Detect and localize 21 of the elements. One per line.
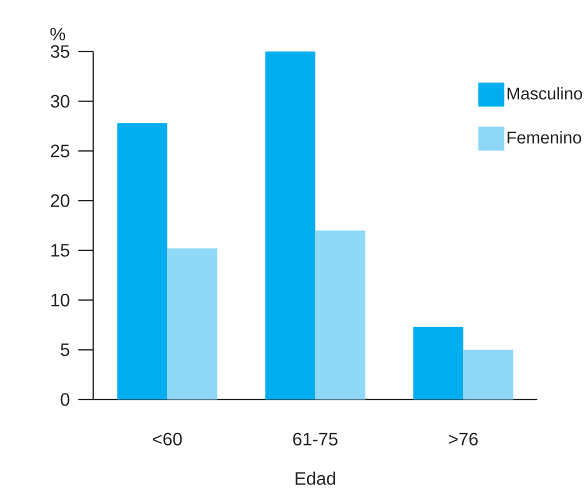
y-tick-label: 15 (51, 244, 70, 257)
bar (265, 52, 316, 400)
y-tick-label: 35 (50, 45, 70, 58)
y-tick-label: 20 (50, 194, 70, 208)
y-tick-label: 10 (51, 294, 70, 306)
x-tick-label: 61-75 (293, 432, 338, 446)
bar (167, 248, 218, 400)
y-axis-title: % (50, 28, 66, 40)
y-tick-label: 0 (60, 393, 70, 406)
bar (315, 230, 366, 400)
legend-label: Masculino (508, 87, 582, 100)
x-axis-title: Edad (296, 472, 336, 485)
legend-label: Femenino (508, 131, 582, 144)
y-tick-label: 5 (60, 344, 70, 356)
bar (463, 350, 514, 400)
y-tick-label: 30 (50, 94, 70, 108)
bar (117, 123, 168, 400)
y-tick-label: 25 (50, 144, 70, 158)
x-tick-label: <60 (152, 432, 182, 446)
x-tick-label: >76 (448, 432, 478, 446)
bar (413, 326, 464, 400)
